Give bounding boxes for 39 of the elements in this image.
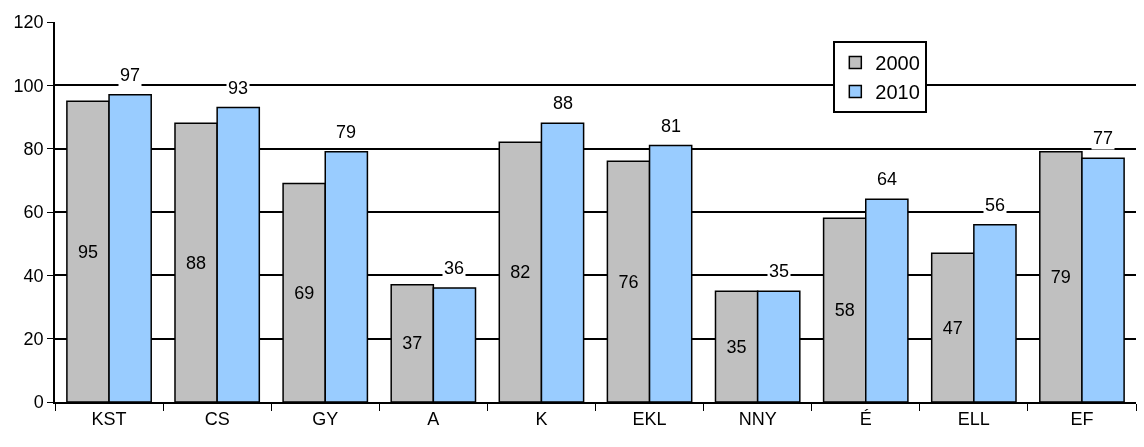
data-label: 88 (186, 252, 207, 273)
x-tick-label: NNY (738, 409, 777, 430)
data-label: 88 (553, 93, 574, 113)
data-label: 81 (661, 116, 682, 136)
y-tick-label: 120 (13, 12, 44, 33)
x-tick-label: GY (312, 409, 339, 430)
x-tick-label: EKL (632, 409, 667, 430)
data-label: 93 (228, 78, 249, 98)
data-label: 37 (402, 333, 423, 354)
data-label: 76 (618, 271, 639, 292)
data-label: 36 (444, 258, 465, 278)
y-tick-label: 100 (13, 75, 44, 96)
y-tick-label: 20 (23, 328, 44, 349)
y-tick-label: 40 (23, 265, 44, 286)
data-label: 35 (769, 261, 790, 281)
x-tick-label: EF (1070, 409, 1094, 430)
data-label: 77 (1093, 128, 1114, 148)
data-label: 82 (510, 262, 531, 283)
data-label: 58 (834, 300, 855, 321)
data-label: 47 (942, 317, 963, 338)
y-tick-label: 60 (23, 202, 44, 223)
data-label: 69 (294, 282, 315, 303)
legend-label: 2000 (875, 52, 920, 75)
x-tick-label: ELL (957, 409, 990, 430)
data-label: 35 (726, 336, 747, 357)
x-tick-label: CS (204, 409, 230, 430)
data-label: 79 (1050, 266, 1071, 287)
x-tick-label: É (859, 409, 872, 430)
data-label: 56 (985, 195, 1006, 215)
data-label: 64 (877, 169, 898, 189)
y-tick-label: 80 (23, 138, 44, 159)
data-label: 97 (120, 65, 141, 85)
legend-label: 2010 (875, 81, 920, 104)
x-tick-label: K (535, 409, 548, 430)
y-tick-label: 0 (33, 392, 44, 413)
x-tick-label: KST (91, 409, 127, 430)
data-label: 79 (336, 122, 357, 142)
data-label: 95 (77, 241, 98, 262)
x-tick-label: A (427, 409, 440, 430)
